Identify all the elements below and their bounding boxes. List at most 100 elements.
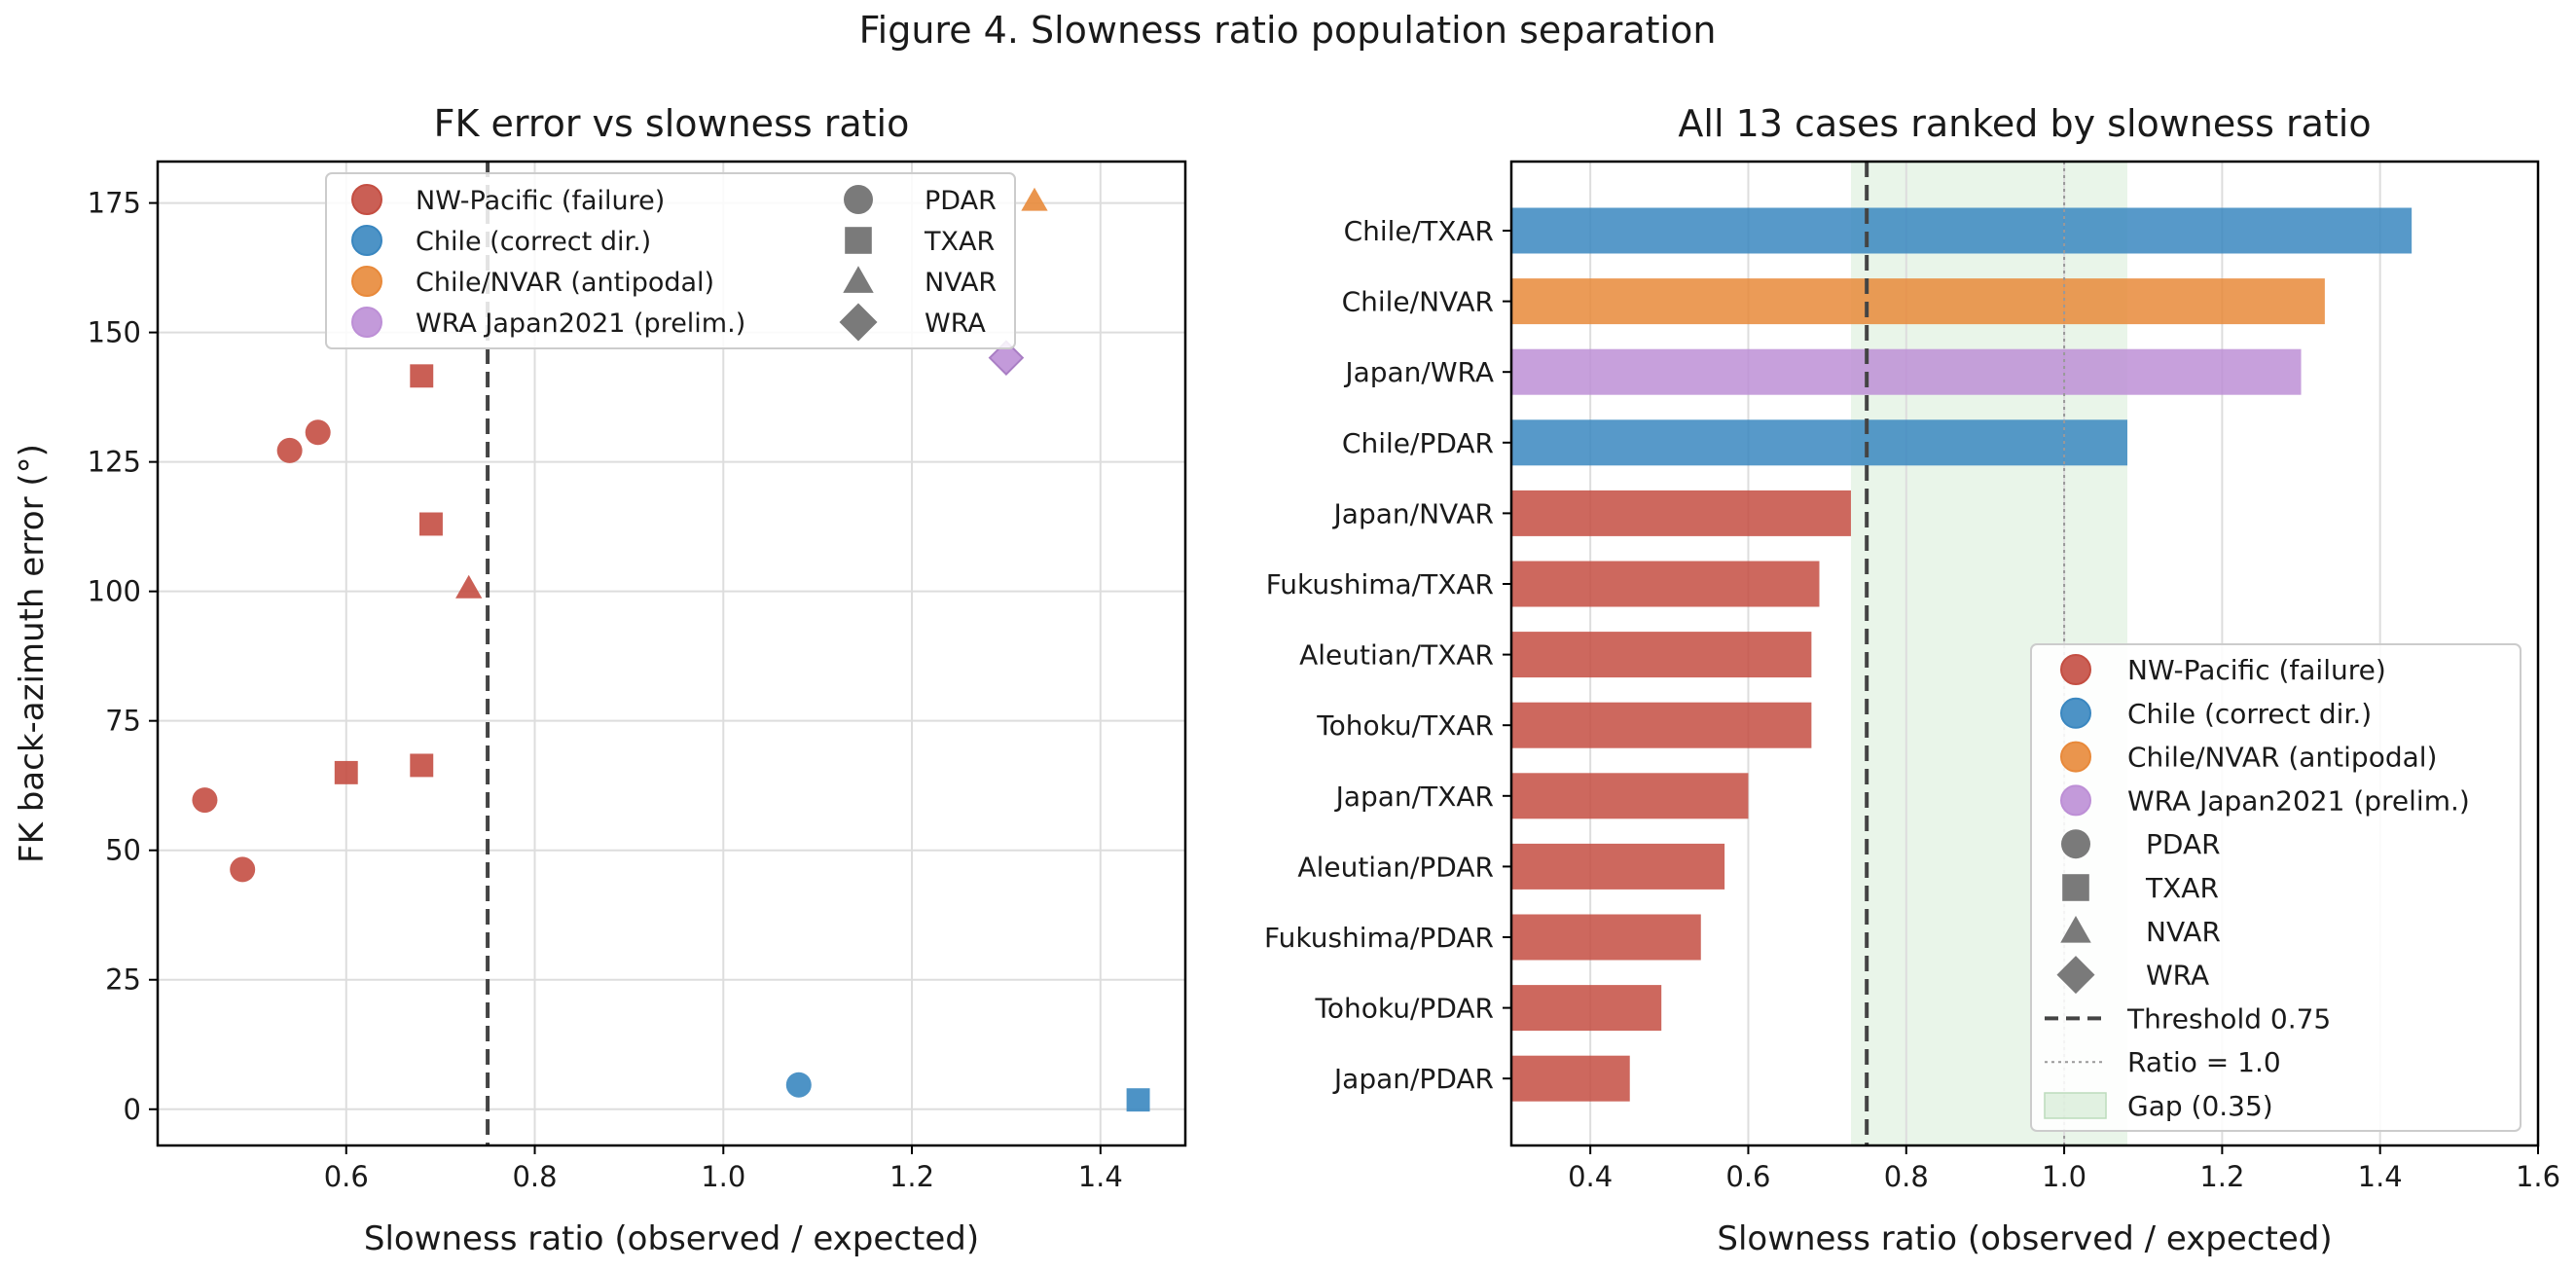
- bar: [1511, 914, 1701, 961]
- legend-marker: [2060, 741, 2091, 773]
- legend-marker: [2060, 916, 2091, 943]
- legend-label: WRA: [2146, 960, 2209, 992]
- data-point: [1126, 1088, 1150, 1112]
- data-point: [455, 574, 483, 599]
- bar: [1511, 1055, 1630, 1102]
- data-point: [988, 340, 1025, 376]
- category-label: Japan/PDAR: [1332, 1063, 1494, 1095]
- legend-label: NW-Pacific (failure): [416, 186, 665, 216]
- legend-marker: [2061, 829, 2090, 859]
- legend-label: PDAR: [2146, 828, 2221, 860]
- panel-title: FK error vs slowness ratio: [434, 102, 910, 145]
- axes-frame: [1509, 160, 2540, 1147]
- x-tick-label: 0.6: [1725, 1160, 1770, 1193]
- category-label: Japan/TXAR: [1334, 781, 1494, 813]
- legend-label: Chile (correct dir.): [416, 227, 651, 257]
- category-label: Fukushima/PDAR: [1264, 922, 1494, 954]
- x-tick-label: 1.0: [701, 1160, 745, 1193]
- x-axis-label: Slowness ratio (observed / expected): [1717, 1219, 2332, 1258]
- data-point: [276, 437, 303, 463]
- data-point: [230, 856, 256, 883]
- data-point: [410, 364, 434, 388]
- legend-label: Chile (correct dir.): [2127, 698, 2372, 730]
- category-label: Japan/WRA: [1343, 356, 1494, 388]
- figure-title: Figure 4. Slowness ratio population sepa…: [859, 9, 1717, 52]
- legend-marker: [2060, 654, 2091, 685]
- legend-label: PDAR: [925, 186, 997, 216]
- x-tick-label: 1.4: [1078, 1160, 1123, 1193]
- y-tick-label: 175: [88, 187, 141, 220]
- data-point: [785, 1072, 812, 1098]
- x-tick-label: 0.6: [324, 1160, 369, 1193]
- legend-frame: [2030, 643, 2522, 1132]
- legend-marker: [2056, 956, 2095, 995]
- legend-marker: [844, 185, 873, 214]
- x-tick-label: 0.4: [1568, 1160, 1613, 1193]
- legend-marker: [351, 184, 382, 215]
- panel-title: All 13 cases ranked by slowness ratio: [1678, 102, 2371, 145]
- y-axis-label: FK back-azimuth error (°): [13, 444, 52, 863]
- legend-label: NW-Pacific (failure): [2127, 654, 2386, 686]
- legend-label: Chile/NVAR (antipodal): [2127, 742, 2437, 774]
- y-tick-label: 75: [105, 705, 141, 738]
- y-tick-label: 125: [88, 446, 141, 479]
- x-tick-label: 1.4: [2358, 1160, 2403, 1193]
- scatter-panel: 0.6 0.8 1.0 1.2 1.4 0 25 50 75 100 125 150 175 FK err…: [13, 102, 1187, 1258]
- x-tick-label: 1.2: [889, 1160, 934, 1193]
- x-tick-label: 0.8: [512, 1160, 557, 1193]
- legend-label: TXAR: [924, 227, 995, 257]
- bar: [1511, 773, 1749, 819]
- bar: [1511, 419, 2127, 466]
- x-tick-label: 1.0: [2042, 1160, 2086, 1193]
- bar-panel: Chile/TXAR Chile/NVAR Japan/WRA Chile/PDAR J…: [1264, 102, 2560, 1258]
- category-label: Chile/NVAR: [1342, 286, 1494, 318]
- bar: [1511, 843, 1725, 890]
- data-point: [334, 760, 358, 784]
- category-label: Tohoku/TXAR: [1316, 709, 1494, 742]
- data-point: [1021, 187, 1048, 211]
- axes-frame: [156, 160, 1187, 1147]
- legend-label: WRA: [925, 309, 986, 339]
- bar: [1511, 702, 1812, 748]
- legend-marker: [843, 266, 874, 293]
- legend-label: Gap (0.35): [2127, 1090, 2273, 1122]
- legend-label: Ratio = 1.0: [2127, 1046, 2281, 1078]
- legend-label: Threshold 0.75: [2126, 1002, 2331, 1035]
- bar: [1511, 348, 2302, 395]
- legend-marker: [839, 303, 878, 342]
- y-tick-label: 25: [105, 963, 141, 997]
- category-label: Aleutian/TXAR: [1299, 639, 1494, 672]
- category-label: Aleutian/PDAR: [1297, 851, 1494, 883]
- legend-marker: [845, 227, 872, 254]
- category-label: Fukushima/TXAR: [1266, 568, 1494, 600]
- y-tick-label: 50: [105, 834, 141, 867]
- x-axis-label: Slowness ratio (observed / expected): [364, 1219, 979, 1258]
- legend-patch: [2044, 1092, 2107, 1119]
- y-tick-label: 0: [124, 1093, 141, 1126]
- legend-marker: [351, 307, 382, 338]
- data-point: [410, 753, 434, 778]
- category-label: Chile/PDAR: [1342, 427, 1494, 459]
- bar: [1511, 561, 1820, 607]
- bar-legend: NW-Pacific (failure) Chile (correct dir.)…: [2030, 643, 2522, 1132]
- legend-frame: [325, 172, 1016, 349]
- legend-marker: [2060, 784, 2091, 817]
- legend-label: NVAR: [2146, 916, 2221, 948]
- scatter-legend: NW-Pacific (failure) Chile (correct dir.)…: [325, 172, 1016, 349]
- x-tick-label: 1.2: [2199, 1160, 2244, 1193]
- legend-label: WRA Japan2021 (prelim.): [2127, 784, 2470, 817]
- y-tick-label: 100: [88, 575, 141, 608]
- category-label: Japan/NVAR: [1332, 497, 1494, 529]
- legend-label: WRA Japan2021 (prelim.): [416, 309, 745, 339]
- legend-label: TXAR: [2145, 872, 2219, 904]
- category-label: Tohoku/PDAR: [1315, 993, 1494, 1025]
- legend-label: NVAR: [925, 268, 997, 298]
- data-point: [418, 512, 443, 536]
- legend-marker: [2062, 874, 2089, 901]
- bar: [1511, 278, 2325, 325]
- bar: [1511, 490, 1851, 536]
- legend-marker: [351, 225, 382, 256]
- data-point: [305, 419, 331, 446]
- x-tick-label: 0.8: [1884, 1160, 1929, 1193]
- bar: [1511, 632, 1812, 678]
